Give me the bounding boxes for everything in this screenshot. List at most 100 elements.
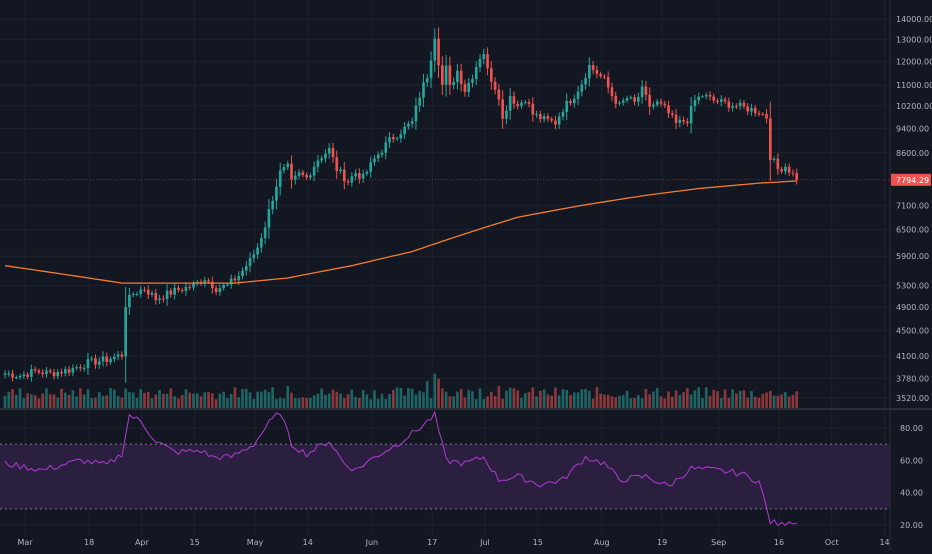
- candle[interactable]: [37, 370, 41, 373]
- candle[interactable]: [750, 108, 753, 112]
- candle[interactable]: [131, 293, 135, 295]
- candle[interactable]: [701, 96, 704, 98]
- candle[interactable]: [674, 114, 678, 123]
- candle[interactable]: [603, 76, 606, 78]
- candle[interactable]: [373, 158, 376, 163]
- candle[interactable]: [346, 181, 350, 183]
- candle[interactable]: [222, 285, 225, 289]
- candle[interactable]: [358, 173, 361, 179]
- candle[interactable]: [33, 369, 37, 371]
- candle[interactable]: [327, 148, 331, 154]
- candle[interactable]: [79, 367, 82, 369]
- candle[interactable]: [391, 137, 395, 140]
- candle[interactable]: [184, 286, 188, 291]
- candle[interactable]: [312, 166, 316, 176]
- candle[interactable]: [606, 76, 610, 88]
- candle[interactable]: [237, 275, 241, 281]
- candle[interactable]: [776, 158, 780, 170]
- candle[interactable]: [746, 106, 750, 112]
- candle[interactable]: [335, 157, 339, 172]
- candle[interactable]: [795, 173, 799, 180]
- candle[interactable]: [633, 97, 636, 102]
- candles[interactable]: [3, 27, 799, 383]
- candle[interactable]: [105, 356, 109, 363]
- price-axis[interactable]: 14000.00 13000.00 12000.00 11000.00 10200.00…: [896, 15, 932, 403]
- candle[interactable]: [271, 200, 274, 210]
- candle[interactable]: [97, 361, 101, 365]
- candle[interactable]: [113, 356, 116, 359]
- candle[interactable]: [267, 209, 271, 228]
- candle[interactable]: [86, 359, 90, 369]
- candle[interactable]: [324, 153, 327, 159]
- candle[interactable]: [282, 167, 286, 171]
- candle[interactable]: [169, 290, 173, 295]
- candle[interactable]: [14, 377, 18, 379]
- candle[interactable]: [180, 290, 184, 292]
- candle[interactable]: [595, 69, 599, 75]
- candle[interactable]: [576, 91, 580, 99]
- candle[interactable]: [482, 54, 486, 60]
- candle[interactable]: [723, 99, 727, 102]
- candle[interactable]: [719, 99, 723, 102]
- candle[interactable]: [316, 160, 320, 167]
- candle[interactable]: [143, 289, 146, 291]
- candle[interactable]: [542, 116, 546, 120]
- candle[interactable]: [738, 102, 742, 107]
- candle[interactable]: [290, 163, 293, 180]
- candle[interactable]: [670, 113, 674, 115]
- candle[interactable]: [124, 307, 127, 357]
- candle[interactable]: [539, 114, 542, 120]
- candle[interactable]: [527, 102, 531, 104]
- candle[interactable]: [693, 100, 697, 107]
- candle[interactable]: [501, 99, 504, 119]
- candle[interactable]: [621, 100, 625, 103]
- candle[interactable]: [780, 169, 783, 172]
- candle[interactable]: [207, 280, 210, 282]
- candle[interactable]: [320, 158, 323, 161]
- candle[interactable]: [441, 65, 444, 85]
- candle[interactable]: [22, 374, 26, 377]
- candle[interactable]: [244, 266, 248, 271]
- candle[interactable]: [637, 97, 640, 102]
- candle[interactable]: [599, 74, 602, 77]
- candle[interactable]: [618, 102, 621, 104]
- candle[interactable]: [686, 121, 689, 124]
- candle[interactable]: [761, 113, 765, 115]
- candle[interactable]: [342, 169, 346, 182]
- candle[interactable]: [471, 79, 474, 83]
- candle[interactable]: [354, 173, 357, 177]
- candle[interactable]: [625, 97, 629, 101]
- candle[interactable]: [60, 371, 63, 374]
- candle[interactable]: [508, 96, 512, 111]
- candle[interactable]: [67, 369, 71, 373]
- candle[interactable]: [407, 123, 410, 127]
- candle[interactable]: [229, 278, 233, 285]
- candle[interactable]: [90, 358, 94, 360]
- candle[interactable]: [350, 176, 354, 183]
- candle[interactable]: [376, 154, 380, 159]
- candle[interactable]: [444, 65, 448, 85]
- candle[interactable]: [165, 290, 169, 300]
- candle[interactable]: [252, 254, 256, 259]
- candle[interactable]: [26, 374, 29, 377]
- candle[interactable]: [772, 158, 776, 160]
- candle[interactable]: [71, 367, 75, 373]
- candle[interactable]: [211, 281, 214, 289]
- candle[interactable]: [154, 293, 158, 301]
- candle[interactable]: [45, 370, 48, 375]
- candle[interactable]: [572, 98, 576, 104]
- candle[interactable]: [94, 358, 97, 365]
- candle[interactable]: [614, 96, 618, 104]
- candle[interactable]: [3, 373, 7, 375]
- candle[interactable]: [248, 258, 252, 267]
- candle[interactable]: [305, 174, 308, 178]
- candle[interactable]: [497, 89, 501, 100]
- candle[interactable]: [116, 354, 120, 357]
- candle[interactable]: [490, 68, 493, 82]
- candle[interactable]: [584, 78, 587, 85]
- candle[interactable]: [467, 82, 471, 93]
- candle[interactable]: [652, 104, 655, 107]
- candle[interactable]: [233, 278, 237, 281]
- candle[interactable]: [278, 170, 282, 187]
